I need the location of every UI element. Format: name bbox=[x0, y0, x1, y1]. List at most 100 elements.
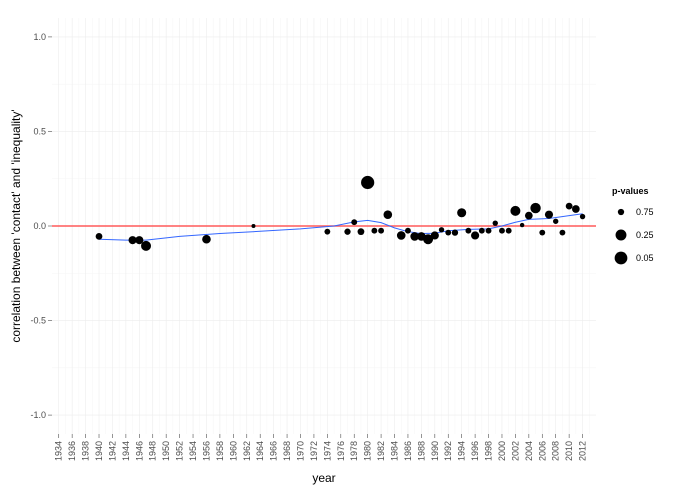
data-point bbox=[438, 227, 445, 233]
data-point bbox=[445, 229, 452, 236]
x-tick-label: 2008 bbox=[551, 441, 561, 461]
x-tick-label: 1950 bbox=[161, 441, 171, 461]
y-tick-label: 1.0 bbox=[33, 32, 46, 42]
x-tick-label: 2004 bbox=[524, 441, 534, 461]
x-tick-label: 1992 bbox=[443, 441, 453, 461]
x-tick-label: 1996 bbox=[470, 441, 480, 461]
x-tick-label: 1940 bbox=[94, 441, 104, 461]
data-point bbox=[202, 234, 211, 244]
x-tick-label: 1974 bbox=[322, 441, 332, 461]
data-point bbox=[553, 218, 559, 224]
x-tick-label: 1944 bbox=[121, 441, 131, 461]
legend-label: 0.05 bbox=[636, 253, 654, 263]
legend-label: 0.25 bbox=[636, 230, 654, 240]
x-tick-label: 1962 bbox=[242, 441, 252, 461]
x-axis-ticks: 1934 1936 1938 1940 1942 1944 1946 1948 1950 1952… bbox=[54, 434, 588, 461]
data-point bbox=[524, 211, 533, 220]
x-tick-label: 1986 bbox=[403, 441, 413, 461]
x-tick-label: 1998 bbox=[484, 441, 494, 461]
data-point bbox=[465, 227, 472, 234]
y-tick-label: 0.5 bbox=[33, 126, 46, 136]
data-point bbox=[457, 208, 467, 218]
data-point bbox=[572, 205, 580, 213]
x-tick-label: 1982 bbox=[376, 441, 386, 461]
data-point bbox=[451, 229, 459, 236]
data-point bbox=[471, 231, 480, 240]
x-tick-label: 1938 bbox=[81, 441, 91, 461]
x-tick-label: 1972 bbox=[309, 441, 319, 461]
data-point bbox=[499, 227, 505, 234]
data-point bbox=[485, 227, 492, 234]
data-points bbox=[95, 175, 586, 251]
legend-key bbox=[614, 251, 628, 265]
x-tick-label: 1970 bbox=[295, 441, 305, 461]
legend-key bbox=[617, 208, 625, 216]
y-axis-title: correlation between 'contact' and 'inequ… bbox=[9, 109, 23, 342]
data-point bbox=[396, 231, 406, 240]
x-tick-label: 1990 bbox=[430, 441, 440, 461]
data-point bbox=[478, 227, 485, 234]
data-point bbox=[357, 228, 365, 236]
data-point bbox=[135, 236, 144, 245]
data-point bbox=[423, 234, 434, 245]
x-tick-label: 1942 bbox=[107, 441, 117, 461]
data-point bbox=[251, 224, 256, 228]
data-point bbox=[565, 202, 573, 210]
x-tick-label: 1984 bbox=[390, 441, 400, 461]
x-tick-label: 1960 bbox=[228, 441, 238, 461]
x-tick-label: 1954 bbox=[188, 441, 198, 461]
y-tick-label: -1.0 bbox=[30, 410, 46, 420]
data-point bbox=[405, 227, 411, 234]
x-tick-label: 1948 bbox=[148, 441, 158, 461]
x-axis-title: year bbox=[312, 471, 335, 485]
data-point bbox=[128, 236, 137, 245]
data-point bbox=[410, 232, 419, 241]
x-tick-label: 2000 bbox=[497, 441, 507, 461]
x-tick-label: 2006 bbox=[537, 441, 547, 461]
x-tick-label: 1976 bbox=[336, 441, 346, 461]
data-point bbox=[430, 231, 439, 240]
data-point bbox=[559, 229, 566, 236]
x-tick-label: 2012 bbox=[578, 441, 588, 461]
y-tick-label: 0.0 bbox=[33, 221, 46, 231]
x-tick-label: 1978 bbox=[349, 441, 359, 461]
legend-label: 0.75 bbox=[636, 207, 654, 217]
x-tick-label: 1988 bbox=[416, 441, 426, 461]
data-point bbox=[141, 240, 152, 251]
data-point bbox=[361, 175, 375, 190]
data-point bbox=[539, 229, 546, 236]
data-point bbox=[505, 227, 512, 234]
legend: p-values 0.75 0.25 0.05 bbox=[612, 186, 654, 265]
x-tick-label: 2002 bbox=[510, 441, 520, 461]
x-tick-label: 1934 bbox=[54, 441, 64, 461]
x-tick-label: 1958 bbox=[215, 441, 225, 461]
y-tick-label: -0.5 bbox=[30, 316, 46, 326]
data-point bbox=[324, 228, 331, 235]
data-point bbox=[492, 220, 498, 226]
data-point bbox=[95, 233, 103, 240]
smooth-trend-line bbox=[98, 213, 583, 241]
data-point bbox=[544, 210, 554, 219]
data-point bbox=[351, 219, 358, 226]
data-point bbox=[519, 222, 525, 228]
data-point bbox=[371, 227, 378, 234]
data-point bbox=[579, 213, 586, 220]
x-tick-label: 1968 bbox=[282, 441, 292, 461]
legend-key bbox=[615, 229, 627, 241]
data-point bbox=[344, 228, 351, 235]
x-tick-label: 1956 bbox=[201, 441, 211, 461]
x-tick-label: 1966 bbox=[269, 441, 279, 461]
data-point bbox=[378, 227, 385, 234]
data-point bbox=[383, 210, 393, 219]
x-tick-label: 2010 bbox=[564, 441, 574, 461]
data-point bbox=[510, 205, 521, 216]
y-axis-ticks: 1.0 0.5 0.0 -0.5 -1.0 bbox=[30, 32, 52, 420]
x-tick-label: 1936 bbox=[67, 441, 77, 461]
data-point bbox=[530, 202, 541, 214]
legend-title: p-values bbox=[612, 186, 649, 196]
x-tick-label: 1964 bbox=[255, 441, 265, 461]
x-tick-label: 1946 bbox=[134, 441, 144, 461]
x-tick-label: 1980 bbox=[363, 441, 373, 461]
